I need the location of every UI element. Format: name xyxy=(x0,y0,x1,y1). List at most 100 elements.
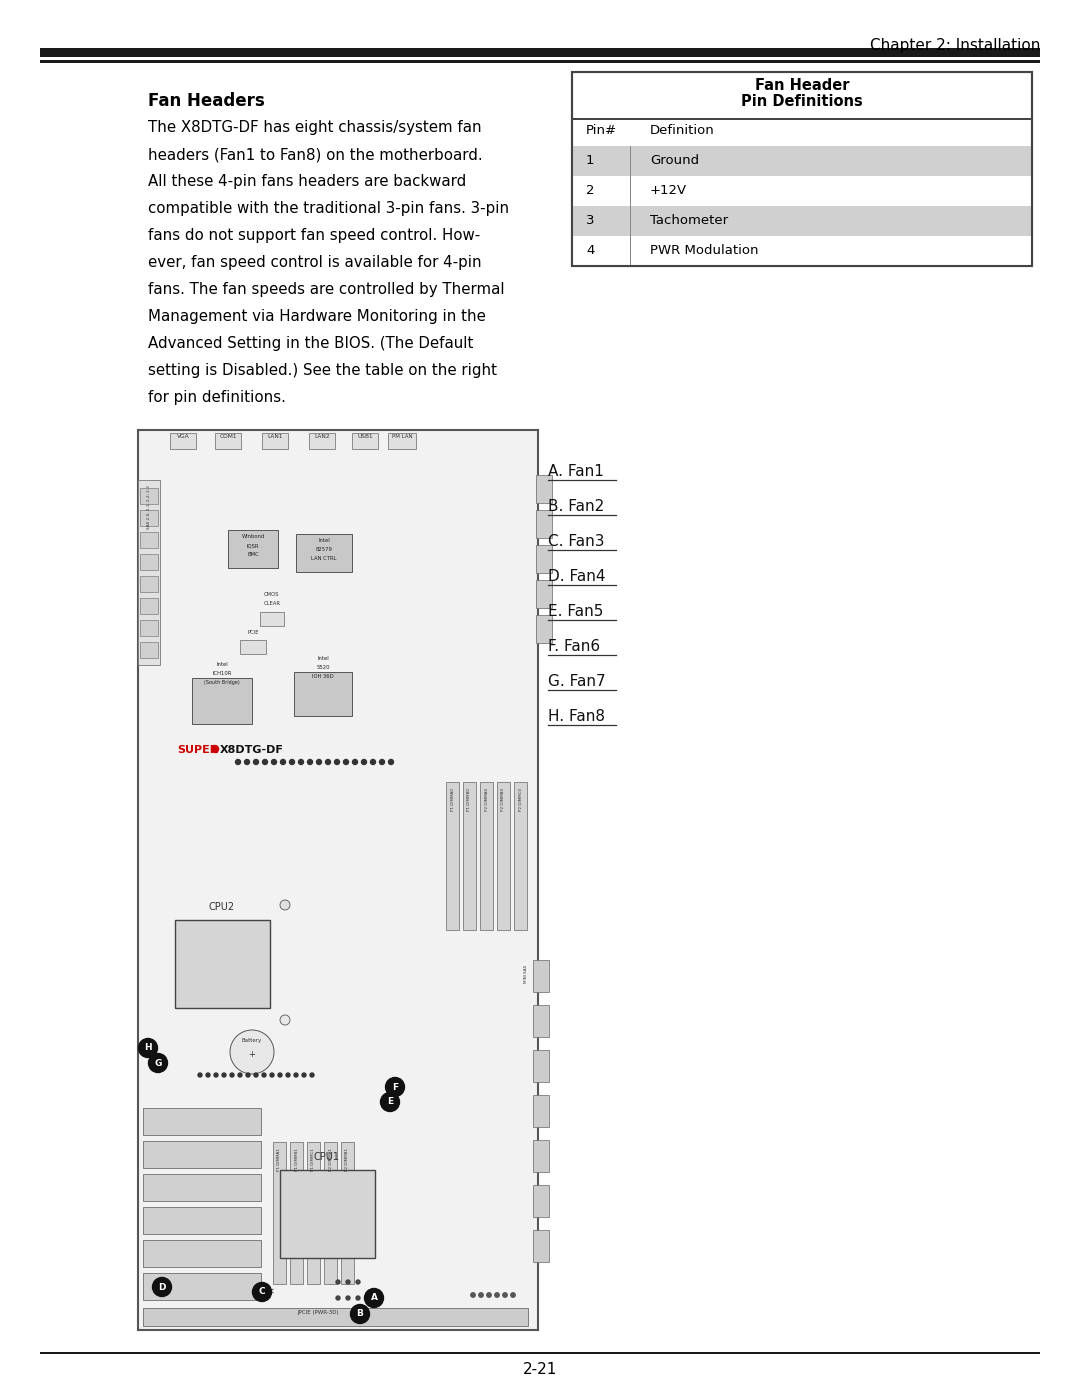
Text: Definition: Definition xyxy=(650,124,715,137)
Bar xyxy=(536,580,552,608)
Circle shape xyxy=(356,1280,360,1284)
Circle shape xyxy=(222,1073,226,1077)
Text: CPU2: CPU2 xyxy=(208,902,235,912)
Text: Management via Hardware Monitoring in the: Management via Hardware Monitoring in th… xyxy=(148,309,486,324)
Text: E: E xyxy=(387,1098,393,1106)
Text: USB1: USB1 xyxy=(357,434,373,439)
Text: SAS 2-0, 2-1, 2-2, 2-3: SAS 2-0, 2-1, 2-2, 2-3 xyxy=(147,485,151,529)
Text: P2 DIMMA0: P2 DIMMA0 xyxy=(485,788,488,812)
Bar xyxy=(341,1141,354,1284)
Bar xyxy=(514,782,527,930)
Circle shape xyxy=(487,1292,491,1298)
Bar xyxy=(140,620,158,636)
Text: Ground: Ground xyxy=(650,155,699,168)
Circle shape xyxy=(503,1292,508,1298)
Text: 82579: 82579 xyxy=(315,548,333,552)
Text: Pin Definitions: Pin Definitions xyxy=(741,95,863,109)
Circle shape xyxy=(478,1292,483,1298)
Text: +12V: +12V xyxy=(650,184,687,197)
Text: for pin definitions.: for pin definitions. xyxy=(148,390,286,405)
Text: 2-21: 2-21 xyxy=(523,1362,557,1377)
Circle shape xyxy=(214,1073,218,1077)
Text: P1 DIMMA0: P1 DIMMA0 xyxy=(450,788,455,812)
Bar xyxy=(40,1352,1040,1354)
Bar xyxy=(140,555,158,570)
Bar xyxy=(463,782,476,930)
Circle shape xyxy=(352,760,357,764)
Text: headers (Fan1 to Fan8) on the motherboard.: headers (Fan1 to Fan8) on the motherboar… xyxy=(148,147,483,162)
Bar xyxy=(536,615,552,643)
Text: Intel: Intel xyxy=(318,657,329,661)
Text: A. Fan1: A. Fan1 xyxy=(548,464,604,479)
Text: C. Fan3: C. Fan3 xyxy=(548,534,605,549)
Text: H. Fan8: H. Fan8 xyxy=(548,710,605,724)
Text: P1 DIMMA1: P1 DIMMA1 xyxy=(278,1148,282,1171)
Text: F. Fan6: F. Fan6 xyxy=(548,638,600,654)
Bar xyxy=(307,1141,320,1284)
Circle shape xyxy=(254,760,258,764)
Text: Battery: Battery xyxy=(242,1038,262,1044)
Circle shape xyxy=(471,1292,475,1298)
Circle shape xyxy=(335,760,339,764)
Bar xyxy=(296,534,352,571)
Text: +: + xyxy=(248,1051,256,1059)
Text: B: B xyxy=(356,1309,364,1319)
Bar xyxy=(228,529,278,569)
Text: 4: 4 xyxy=(586,244,594,257)
Text: A: A xyxy=(370,1294,378,1302)
Circle shape xyxy=(212,746,218,753)
Text: compatible with the traditional 3-pin fans. 3-pin: compatible with the traditional 3-pin fa… xyxy=(148,201,509,217)
Bar xyxy=(143,1108,261,1134)
Bar xyxy=(446,782,459,930)
Bar xyxy=(352,433,378,448)
Text: P1 DIMMB1: P1 DIMMB1 xyxy=(295,1148,298,1171)
Bar xyxy=(572,147,1032,176)
Bar xyxy=(291,1141,303,1284)
Text: PCIE: PCIE xyxy=(247,630,259,636)
Text: ever, fan speed control is available for 4-pin: ever, fan speed control is available for… xyxy=(148,256,482,270)
Circle shape xyxy=(325,760,330,764)
Circle shape xyxy=(262,1073,266,1077)
Circle shape xyxy=(238,1073,242,1077)
Text: All these 4-pin fans headers are backward: All these 4-pin fans headers are backwar… xyxy=(148,175,467,189)
Text: setting is Disabled.) See the table on the right: setting is Disabled.) See the table on t… xyxy=(148,363,497,379)
Circle shape xyxy=(346,1296,350,1301)
Circle shape xyxy=(294,1073,298,1077)
Circle shape xyxy=(346,1280,350,1284)
Text: VGA: VGA xyxy=(177,434,189,439)
Bar xyxy=(140,532,158,548)
Text: D. Fan4: D. Fan4 xyxy=(548,569,606,584)
Text: ICH10R: ICH10R xyxy=(213,671,232,676)
Text: JPCIE (PWR-3D): JPCIE (PWR-3D) xyxy=(297,1310,339,1315)
Circle shape xyxy=(244,760,249,764)
Text: IOH 36D: IOH 36D xyxy=(312,673,334,679)
Circle shape xyxy=(336,1296,340,1301)
Bar xyxy=(572,117,1032,120)
Bar xyxy=(572,176,1032,205)
Circle shape xyxy=(289,760,295,764)
Circle shape xyxy=(149,1053,167,1073)
Bar xyxy=(170,433,195,448)
Text: Advanced Setting in the BIOS. (The Default: Advanced Setting in the BIOS. (The Defau… xyxy=(148,337,473,351)
Text: The X8DTG-DF has eight chassis/system fan: The X8DTG-DF has eight chassis/system fa… xyxy=(148,120,482,136)
Circle shape xyxy=(253,1282,271,1302)
Circle shape xyxy=(246,1073,249,1077)
Bar xyxy=(40,47,1040,57)
Bar xyxy=(192,678,252,724)
Bar xyxy=(534,1229,549,1261)
Text: CPU1: CPU1 xyxy=(314,1153,340,1162)
Bar xyxy=(534,1004,549,1037)
Bar xyxy=(143,1207,261,1234)
Circle shape xyxy=(308,760,312,764)
Text: G: G xyxy=(154,1059,162,1067)
Bar xyxy=(140,598,158,615)
Bar xyxy=(240,640,266,654)
Circle shape xyxy=(254,1073,258,1077)
Text: C: C xyxy=(259,1288,266,1296)
Text: P2 DIMMB1: P2 DIMMB1 xyxy=(346,1148,350,1171)
Circle shape xyxy=(511,1292,515,1298)
Bar xyxy=(143,1141,261,1168)
Circle shape xyxy=(281,760,285,764)
Text: P2 DIMMC0: P2 DIMMC0 xyxy=(518,788,523,812)
Bar xyxy=(143,1308,528,1326)
